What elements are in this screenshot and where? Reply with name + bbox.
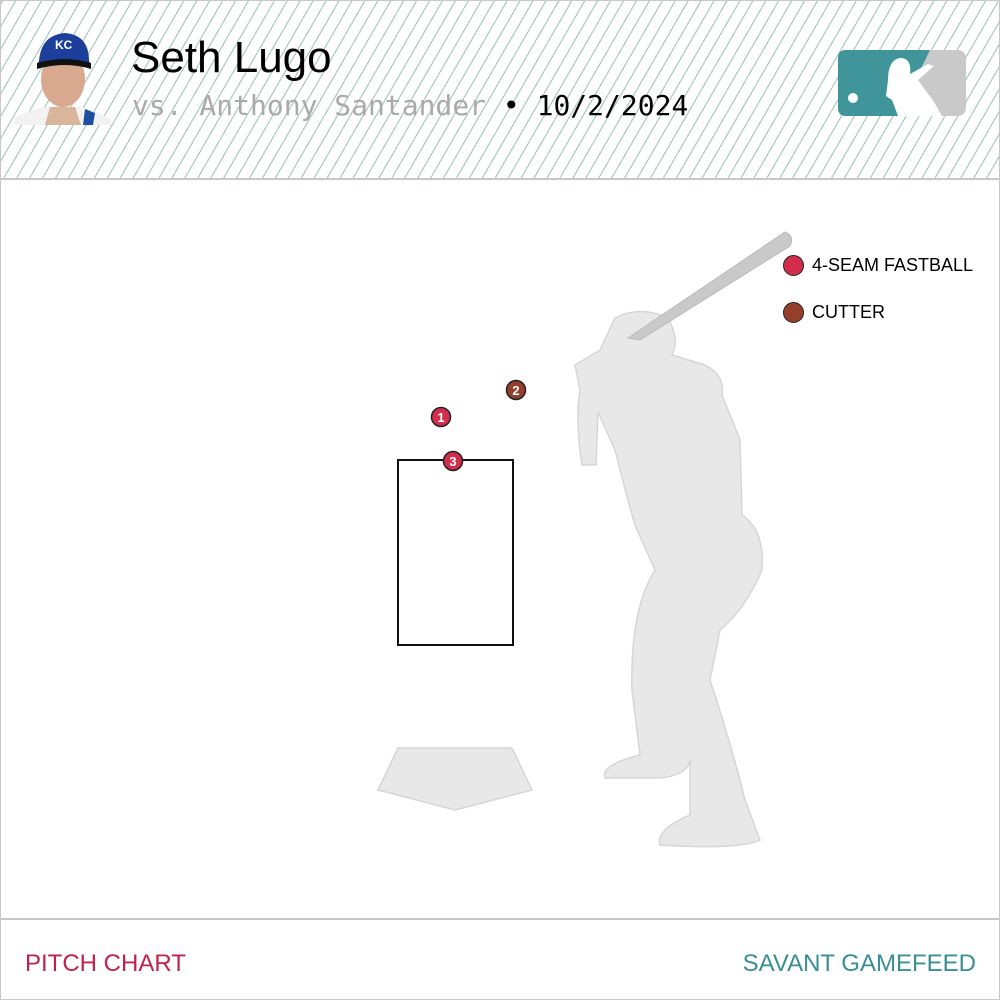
pitch-number: 2 bbox=[512, 383, 519, 398]
legend-item-cutter: CUTTER bbox=[783, 302, 885, 323]
legend-swatch bbox=[783, 255, 804, 276]
bat bbox=[626, 231, 793, 341]
pitcher-name: Seth Lugo bbox=[131, 33, 332, 82]
header: KC Seth Lugo vs. Anthony Santander • 10/… bbox=[1, 1, 999, 180]
savant-gamefeed-link[interactable]: SAVANT GAMEFEED bbox=[742, 950, 976, 977]
separator: • bbox=[502, 89, 520, 122]
game-date: 10/2/2024 bbox=[536, 89, 689, 122]
strike-zone bbox=[397, 459, 514, 646]
pitcher-avatar: KC bbox=[15, 29, 111, 125]
pitch-chart: 1 2 3 4-SEAM FASTBALL CUTTER bbox=[0, 182, 1000, 918]
mlb-logo bbox=[838, 50, 966, 121]
pitch-marker-1[interactable]: 1 bbox=[430, 406, 452, 428]
footer: PITCH CHART SAVANT GAMEFEED bbox=[1, 918, 999, 999]
matchup-line: vs. Anthony Santander • 10/2/2024 bbox=[132, 89, 688, 122]
pitch-number: 1 bbox=[437, 410, 444, 425]
legend-swatch bbox=[783, 302, 804, 323]
batter-silhouette bbox=[376, 310, 764, 848]
cap-logo: KC bbox=[55, 38, 73, 52]
pitch-chart-link[interactable]: PITCH CHART bbox=[25, 950, 186, 977]
legend-item-4-seam-fastball: 4-SEAM FASTBALL bbox=[783, 255, 973, 276]
batter-name: vs. Anthony Santander bbox=[132, 89, 487, 122]
pitch-marker-2[interactable]: 2 bbox=[505, 379, 527, 401]
legend-label: CUTTER bbox=[812, 302, 885, 322]
pitch-marker-3[interactable]: 3 bbox=[442, 450, 464, 472]
pitch-number: 3 bbox=[449, 454, 456, 469]
legend-label: 4-SEAM FASTBALL bbox=[812, 255, 974, 275]
